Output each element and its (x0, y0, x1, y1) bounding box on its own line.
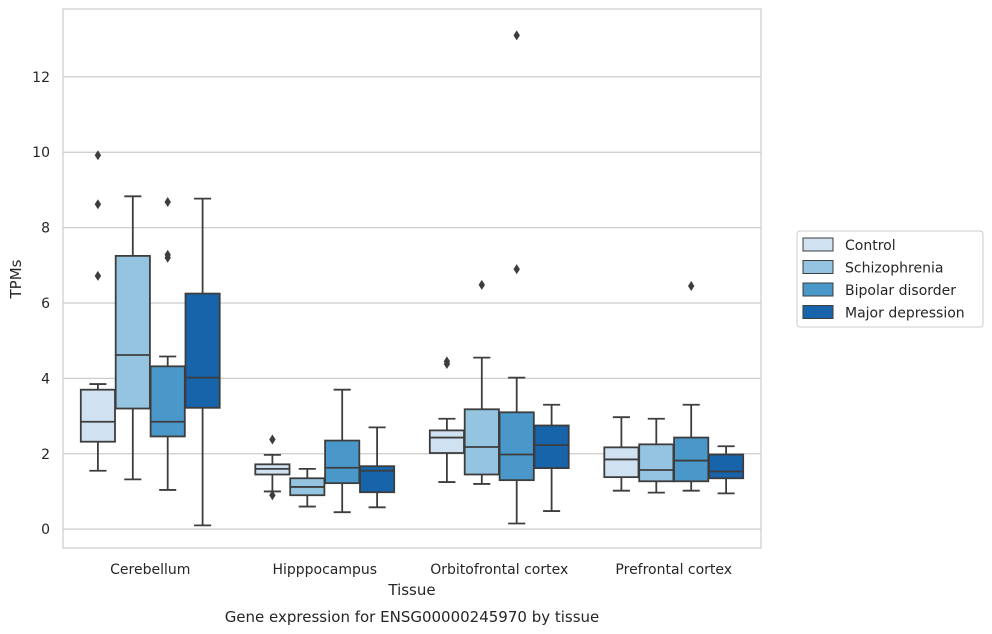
box-iqr (708, 453, 745, 480)
outlier-point (164, 249, 171, 260)
outlier-point (94, 270, 102, 281)
box-iqr (428, 429, 465, 454)
box-group (603, 416, 640, 492)
x-tick-labels: Cerebellum Hipppocampus Orbitofrontal cort… (110, 562, 732, 578)
y-tick-label: 6 (41, 296, 50, 312)
box-iqr (603, 446, 640, 479)
y-tick-label: 12 (32, 70, 50, 86)
y-tick-label: 8 (41, 221, 50, 237)
plot-frame (62, 8, 762, 549)
box-iqr (498, 411, 535, 482)
box-group (498, 30, 535, 525)
y-tick-label: 10 (32, 145, 50, 161)
y-axis-label: TPMs (7, 259, 25, 299)
legend-label: Bipolar disorder (845, 283, 956, 299)
box-group (254, 434, 291, 501)
outlier-point (94, 150, 102, 161)
box-iqr (79, 388, 116, 443)
box-group (359, 426, 396, 509)
legend-swatch (802, 237, 834, 252)
box-group (533, 403, 570, 512)
x-tick-label: Prefrontal cortex (615, 562, 732, 578)
box-iqr (114, 254, 151, 410)
series-control (79, 150, 640, 501)
outlier-point (269, 434, 276, 445)
outlier-point (513, 264, 520, 275)
outlier-point (269, 490, 276, 501)
x-tick-label: Orbitofrontal cortex (430, 562, 568, 578)
legend-label: Control (845, 238, 896, 254)
x-tick-label: Hipppocampus (272, 562, 377, 578)
outlier-point (478, 279, 485, 290)
legend: Control Schizophrenia Bipolar disorder Majo… (796, 230, 984, 328)
box-group (463, 279, 500, 485)
box-iqr (463, 408, 500, 476)
outlier-point (688, 281, 695, 292)
outlier-point (443, 356, 451, 367)
series-bipolar-disorder (149, 30, 710, 525)
series-major-depression (184, 197, 745, 527)
series-schizophrenia (114, 195, 675, 508)
box-group (428, 356, 465, 483)
legend-label: Major depression (845, 306, 965, 322)
box-iqr (324, 439, 361, 485)
box-iqr (184, 292, 221, 409)
box-group (708, 445, 745, 495)
outlier-point (164, 196, 171, 207)
y-tick-label: 2 (41, 447, 50, 463)
chart-caption: Gene expression for ENSG00000245970 by t… (225, 608, 600, 626)
outlier-point (94, 199, 102, 210)
box-group (638, 417, 675, 494)
box-iqr (638, 443, 675, 483)
box-group (673, 281, 710, 492)
box-group (289, 467, 326, 508)
legend-label: Schizophrenia (845, 261, 943, 277)
legend-frame (796, 230, 984, 328)
box-group (184, 197, 221, 527)
legend-swatch (802, 260, 834, 274)
legend-swatch (802, 282, 834, 297)
box-group (149, 196, 186, 491)
box-group (324, 388, 361, 514)
box-iqr (673, 436, 710, 483)
y-tick-label: 4 (41, 371, 50, 387)
box-iqr (149, 365, 186, 438)
box-series-group (79, 30, 745, 527)
outlier-point (513, 30, 520, 41)
y-tick-label: 0 (41, 522, 50, 538)
x-axis-label: Tissue (387, 581, 435, 599)
box-group (79, 150, 116, 472)
box-iqr (533, 424, 570, 469)
legend-swatch (802, 305, 834, 319)
x-tick-label: Cerebellum (110, 562, 190, 578)
box-group (114, 195, 151, 481)
y-tick-labels: 0 2 4 6 8 10 12 (32, 70, 50, 538)
